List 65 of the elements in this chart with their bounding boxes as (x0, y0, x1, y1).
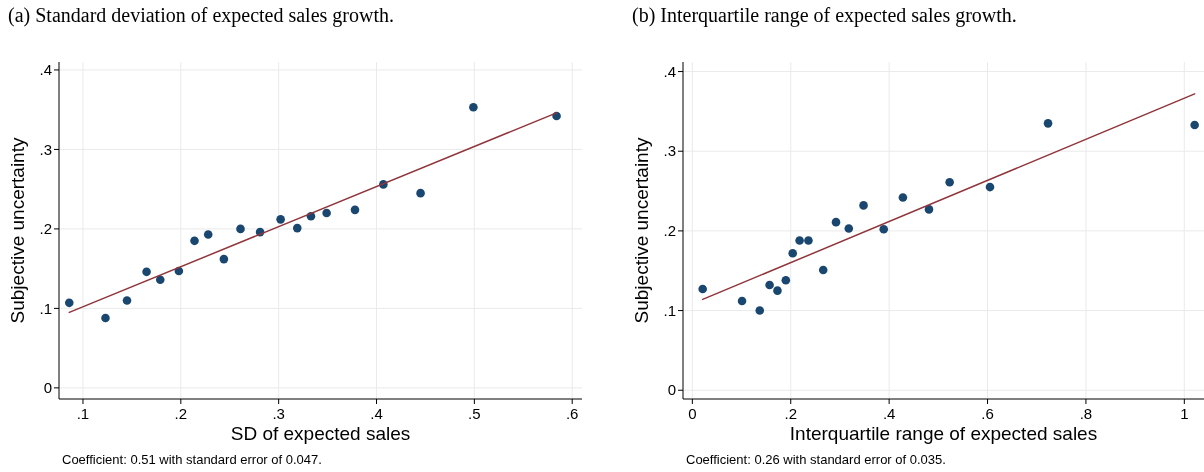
x-tick-label: .6 (565, 405, 579, 422)
y-axis-title: Subjective uncertainty (7, 137, 28, 324)
point (755, 306, 765, 315)
point (416, 188, 425, 198)
point (859, 201, 868, 210)
point (945, 178, 954, 187)
point (155, 275, 165, 285)
point (773, 286, 782, 295)
y-tick-label: .3 (663, 142, 676, 160)
y-tick-label: .3 (39, 140, 52, 158)
point (924, 205, 934, 214)
y-tick-label: .2 (39, 220, 52, 238)
point (469, 103, 478, 112)
x-tick-label: .2 (784, 405, 797, 422)
x-tick-label: .4 (370, 405, 383, 422)
y-tick-label: 0 (43, 379, 52, 397)
point (203, 230, 213, 239)
y-tick-label: 0 (667, 381, 676, 399)
point (142, 267, 151, 277)
point (350, 205, 360, 215)
point (985, 182, 995, 192)
y-axis-title: Subjective uncertainty (631, 137, 652, 324)
point (879, 225, 889, 234)
point (1043, 119, 1053, 128)
y-tick-label: .2 (663, 222, 676, 240)
x-tick-label: .6 (981, 405, 994, 422)
x-tick-label: 0 (688, 405, 697, 422)
point (818, 265, 828, 275)
x-tick-label: .1 (76, 405, 90, 422)
x-axis-title: Interquartile range of expected sales (789, 423, 1098, 444)
point (765, 280, 774, 290)
x-tick-label: .3 (272, 405, 285, 422)
y-tick-label: .1 (39, 299, 52, 317)
y-tick-label: .4 (663, 62, 676, 80)
point (276, 215, 285, 224)
y-tick-label: .1 (663, 301, 676, 319)
chart-title: (b) Interquartile range of expected sales growth. (632, 4, 1017, 27)
x-tick-label: .4 (882, 405, 896, 422)
point (698, 284, 707, 294)
point (795, 236, 804, 245)
text: Coefficient: 0.51 with standard error of 0.047. (62, 452, 322, 467)
chart-title: (a) Standard deviation of expected sales growth. (8, 4, 394, 27)
point (292, 223, 302, 233)
x-axis-title: SD of expected sales (230, 423, 411, 444)
y-tick-label: .4 (39, 61, 52, 79)
text: Coefficient: 0.26 with standard error of 0.035. (686, 452, 946, 467)
x-tick-label: .8 (1079, 405, 1093, 422)
point (64, 298, 74, 308)
point (236, 224, 245, 234)
point (844, 224, 854, 233)
point (219, 254, 229, 264)
point (804, 236, 813, 245)
point (1190, 120, 1199, 130)
x-tick-label: 1 (1180, 405, 1189, 422)
point (737, 296, 747, 306)
point (190, 236, 199, 246)
x-tick-label: .5 (468, 405, 481, 422)
point (101, 313, 110, 323)
point (831, 217, 841, 227)
x-tick-label: .2 (174, 405, 188, 422)
point (122, 296, 132, 305)
point (781, 275, 791, 285)
point (322, 208, 331, 218)
point (898, 193, 908, 202)
point (788, 248, 798, 258)
